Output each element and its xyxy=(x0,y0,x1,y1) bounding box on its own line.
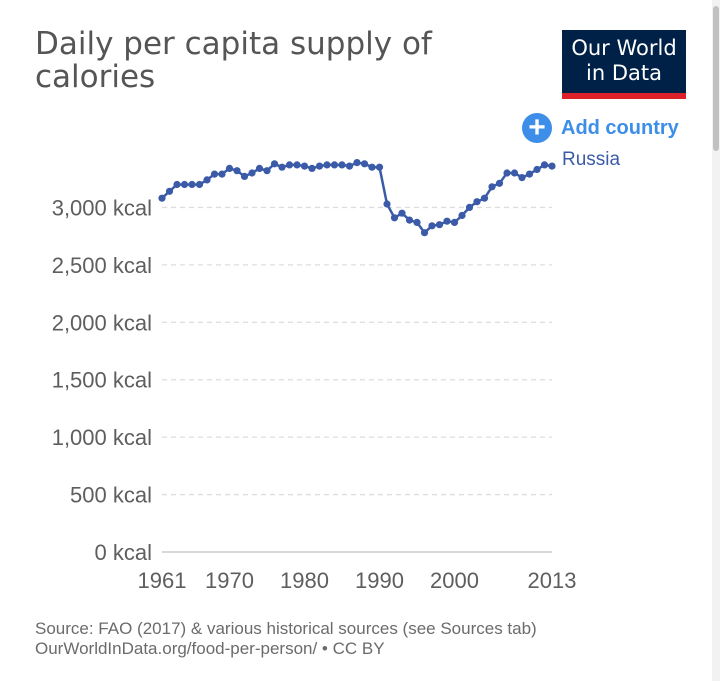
owid-logo[interactable]: Our World in Data xyxy=(562,30,686,99)
data-point[interactable] xyxy=(390,214,399,222)
data-point[interactable] xyxy=(218,170,226,178)
data-point[interactable] xyxy=(165,187,174,195)
series-label-russia[interactable]: Russia xyxy=(562,149,621,170)
data-point[interactable] xyxy=(413,218,421,226)
x-tick-label: 2000 xyxy=(430,568,479,593)
data-point[interactable] xyxy=(338,161,346,169)
source-text: Source: FAO (2017) & various historical … xyxy=(35,619,537,638)
data-point[interactable] xyxy=(398,209,406,217)
data-point[interactable] xyxy=(518,174,526,182)
data-point[interactable] xyxy=(255,164,264,172)
data-point[interactable] xyxy=(308,164,316,172)
data-point[interactable] xyxy=(360,160,369,168)
x-axis-ticks: 1961 1970 1980 1990 2000 2013 xyxy=(138,568,577,593)
y-tick-label: 2,000 kcal xyxy=(52,310,152,335)
y-tick-label: 3,000 kcal xyxy=(52,195,152,220)
data-point[interactable] xyxy=(480,194,489,202)
data-point[interactable] xyxy=(443,217,451,225)
data-point[interactable] xyxy=(450,218,459,226)
logo-line-1: Our World xyxy=(571,36,677,60)
data-point[interactable] xyxy=(420,229,429,237)
data-point[interactable] xyxy=(488,183,496,191)
y-axis-ticks: 0 kcal 500 kcal 1,000 kcal 1,500 kcal 2,000 … xyxy=(52,195,152,565)
x-tick-label: 1961 xyxy=(138,568,187,593)
y-tick-label: 1,500 kcal xyxy=(52,368,152,393)
data-point[interactable] xyxy=(540,161,549,169)
data-point[interactable] xyxy=(233,167,241,175)
data-point[interactable] xyxy=(300,162,309,170)
data-point[interactable] xyxy=(323,161,331,169)
data-point[interactable] xyxy=(375,163,384,171)
logo-line-2: in Data xyxy=(586,61,662,85)
data-point[interactable] xyxy=(225,164,234,172)
x-tick-label: 1990 xyxy=(355,568,404,593)
data-point[interactable] xyxy=(210,170,219,178)
y-tick-label: 2,500 kcal xyxy=(52,253,152,278)
data-point[interactable] xyxy=(240,172,249,180)
data-point[interactable] xyxy=(465,203,474,211)
data-point[interactable] xyxy=(195,180,204,189)
plus-circle-icon: + xyxy=(522,113,552,143)
data-point[interactable] xyxy=(315,162,324,170)
data-point[interactable] xyxy=(285,161,294,169)
data-point[interactable] xyxy=(263,167,271,175)
data-point[interactable] xyxy=(353,159,361,167)
data-point[interactable] xyxy=(368,163,376,171)
y-tick-label: 500 kcal xyxy=(70,483,152,508)
data-point[interactable] xyxy=(203,176,211,184)
data-point[interactable] xyxy=(533,165,541,174)
add-country-label: Add country xyxy=(561,116,679,139)
data-point[interactable] xyxy=(330,161,339,169)
scroll-thumb[interactable] xyxy=(713,6,719,151)
data-point[interactable] xyxy=(405,216,414,224)
data-point[interactable] xyxy=(180,180,189,189)
y-tick-label: 0 kcal xyxy=(95,540,152,565)
data-point[interactable] xyxy=(278,163,286,171)
x-tick-label: 1980 xyxy=(280,568,329,593)
x-tick-label: 2013 xyxy=(528,568,577,593)
data-point[interactable] xyxy=(270,160,279,168)
y-tick-label: 1,000 kcal xyxy=(52,425,152,450)
grid-lines xyxy=(162,206,552,496)
data-point[interactable] xyxy=(458,211,466,220)
data-point[interactable] xyxy=(248,169,256,177)
data-point[interactable] xyxy=(293,161,301,169)
data-point[interactable] xyxy=(188,180,196,189)
series-russia: Russia xyxy=(158,149,621,237)
data-point[interactable] xyxy=(428,222,436,230)
data-point[interactable] xyxy=(503,169,511,177)
data-point[interactable] xyxy=(173,180,181,189)
data-point[interactable] xyxy=(383,200,391,208)
data-point[interactable] xyxy=(435,221,444,229)
data-point[interactable] xyxy=(525,170,534,178)
data-point[interactable] xyxy=(473,198,481,206)
x-tick-label: 1970 xyxy=(205,568,254,593)
chart-title: Daily per capita supply of calories xyxy=(35,26,432,95)
data-point[interactable] xyxy=(345,162,354,170)
data-point[interactable] xyxy=(495,179,504,187)
source-url[interactable]: OurWorldInData.org/food-per-person/ • CC… xyxy=(35,639,385,658)
data-point[interactable] xyxy=(158,194,166,202)
data-point[interactable] xyxy=(510,169,519,177)
data-point[interactable] xyxy=(548,162,556,170)
add-country-button[interactable]: + Add country xyxy=(522,113,679,143)
scrollbar[interactable] xyxy=(712,0,720,681)
chart-source: Source: FAO (2017) & various historical … xyxy=(35,619,537,659)
